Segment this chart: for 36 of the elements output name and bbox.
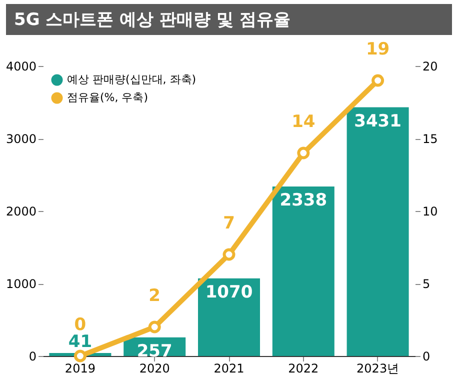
data-label: 14 [292,112,316,132]
data-label: 41 [68,332,92,352]
data-label: 0 [74,315,86,335]
y-tick-label: 4000 [6,60,36,74]
point [148,320,161,334]
data-label: 19 [366,40,390,60]
y-tick-label: 0 [28,350,36,364]
data-label: 257 [136,341,172,362]
y2-tick-label: 5 [422,277,430,291]
point [74,350,86,362]
data-label: 7 [223,214,235,234]
y2-tick-label: 15 [422,132,438,146]
point [372,74,384,87]
chart-title: 5G 스마트폰 예상 판매량 및 점유율 [6,4,452,35]
y-tick-label: 3000 [6,132,36,146]
data-label: 2 [148,286,161,306]
y2-tick-label: 20 [422,60,438,74]
x-tick-label: 2020 [139,362,170,376]
legend-label: 점유율(%, 우축) [67,91,148,104]
legend-label: 예상 판매량(십만대, 좌축) [67,73,196,86]
data-label: 2338 [280,190,328,210]
data-label: 3431 [354,111,402,132]
bar [346,107,409,356]
y-tick-label: 2000 [6,204,36,218]
bar [198,278,260,356]
point [297,146,310,160]
data-label: 1070 [205,282,253,302]
y2-tick-label: 10 [422,204,438,218]
x-tick-label: 2023년 [356,362,400,376]
y2-tick-label: 0 [422,350,430,364]
x-tick-label: 2019 [64,362,96,376]
point [222,248,236,261]
x-tick-label: 2022 [288,362,319,376]
bar [272,186,334,356]
x-tick-label: 2021 [214,362,244,376]
y-tick-label: 1000 [6,277,36,291]
